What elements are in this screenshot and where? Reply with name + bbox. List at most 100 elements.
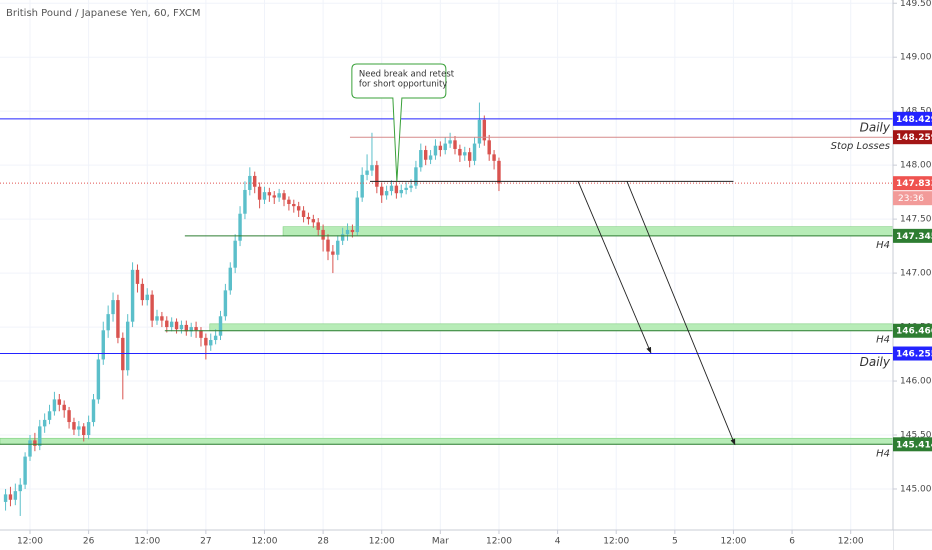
zone (0, 437, 894, 445)
candle-body (467, 152, 472, 161)
candle-body (96, 359, 101, 400)
candle-body (57, 399, 62, 405)
candle-body (340, 234, 345, 241)
candle-body (38, 426, 42, 446)
price-axis (893, 0, 932, 550)
level-label: H4 (876, 240, 890, 251)
callout-text: Need break and retest (359, 70, 455, 80)
candle-body (77, 426, 81, 430)
price-tag (893, 111, 932, 126)
zone (282, 226, 894, 237)
y-tick-label: 147.500 (900, 215, 932, 225)
candle-body (72, 422, 76, 430)
x-tick-label: 12:00 (134, 537, 160, 547)
candle-body (443, 143, 447, 151)
candle-body (223, 290, 228, 317)
candle-body (204, 337, 208, 346)
x-tick-label: 5 (672, 537, 678, 547)
candle-body (433, 145, 438, 156)
price-tag-label: 146.466 (896, 327, 932, 337)
price-tag (893, 346, 932, 361)
candle-body (296, 206, 301, 211)
candle-body (121, 337, 125, 371)
candle-body (189, 327, 193, 332)
candle-body (209, 340, 213, 346)
candle-body (228, 267, 232, 291)
candle-body (365, 170, 369, 175)
candle-body (3, 494, 8, 502)
candle-body (360, 174, 364, 198)
x-tick-label: 27 (200, 537, 211, 547)
candle-body (311, 219, 316, 223)
price-tag (893, 228, 932, 243)
candle-body (179, 324, 184, 330)
candle-body (453, 140, 457, 149)
candle-body (331, 251, 335, 255)
candle-body (262, 192, 267, 200)
candle-body (477, 119, 482, 144)
candle-body (282, 193, 286, 200)
level-label: Daily (860, 120, 891, 134)
candle-body (253, 175, 257, 187)
x-tick-label: 12:00 (369, 537, 395, 547)
candle-body (165, 320, 169, 328)
price-tag-label: 148.429 (896, 115, 932, 125)
candle-body (419, 150, 423, 168)
level-label: Stop Losses (831, 141, 890, 152)
candle-body (257, 186, 262, 200)
candle-body (301, 210, 306, 217)
candle-body (106, 314, 110, 331)
candle-body (487, 140, 491, 155)
candle-body (155, 316, 159, 321)
candle-body (326, 239, 330, 252)
candle-body (277, 193, 281, 198)
candle-body (438, 145, 443, 151)
x-tick-label: 28 (317, 537, 329, 547)
candle-body (111, 300, 115, 315)
candle-body (67, 410, 71, 423)
candle-body (238, 213, 242, 241)
price-tag (893, 130, 932, 145)
level-label: Daily (860, 355, 891, 369)
y-tick-label: 149.500 (900, 0, 932, 9)
x-tick-label: 12:00 (603, 537, 629, 547)
candle-body (458, 148, 462, 156)
price-tag (893, 323, 932, 338)
candle-body (174, 321, 179, 330)
candle-body (184, 324, 189, 332)
x-tick-label: 12:00 (838, 537, 864, 547)
y-tick-label: 149.000 (900, 53, 932, 63)
x-tick-label: 12:00 (252, 537, 278, 547)
y-tick-label: 146.000 (900, 377, 932, 387)
candle-body (472, 143, 477, 161)
candle-body (160, 316, 164, 321)
candle-body (423, 150, 428, 160)
candle-body (18, 484, 22, 492)
candle-body (101, 330, 105, 360)
candle-body (463, 152, 467, 156)
price-tag-label: 148.259 (896, 133, 932, 143)
candle-body (42, 419, 47, 427)
candle-body (306, 216, 311, 220)
x-tick-label: Mar (432, 537, 449, 547)
candle-body (125, 321, 130, 371)
candle-body (316, 222, 320, 230)
chart-title: British Pound / Japanese Yen, 60, FXCM (6, 8, 201, 19)
candle-body (492, 154, 496, 161)
level-label: H4 (876, 335, 890, 346)
level-label: H4 (876, 448, 890, 459)
x-tick-label: 4 (555, 537, 561, 547)
candle-body (409, 185, 413, 188)
callout-text: for short opportunity (359, 80, 447, 90)
candle-body (145, 294, 149, 301)
price-tag (893, 437, 932, 452)
y-tick-label: 147.000 (900, 269, 932, 279)
candle-body (218, 316, 223, 336)
candle-body (233, 240, 237, 268)
candle-body (169, 321, 174, 328)
candle-body (23, 456, 27, 485)
price-tag-label: 147.833 (896, 179, 932, 189)
candle-body (267, 192, 272, 196)
